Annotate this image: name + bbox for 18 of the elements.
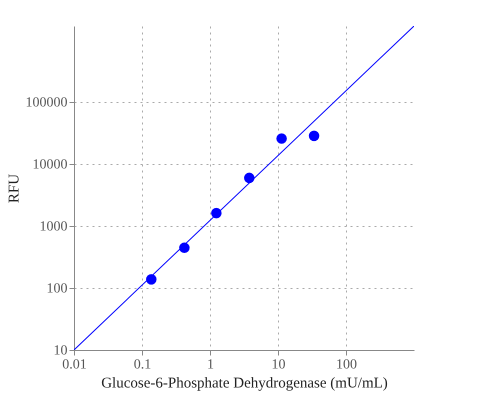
point — [179, 242, 190, 254]
point — [244, 172, 255, 184]
y-tick-label: 1000 — [40, 220, 68, 235]
y-tick-label: 10000 — [32, 158, 68, 173]
x-tick-label: 100 — [336, 358, 357, 372]
point — [308, 130, 320, 142]
y-tick-label: 100 — [46, 282, 68, 297]
y-tick-label: 100000 — [26, 96, 68, 111]
point — [276, 133, 287, 144]
y-tick-label: 10 — [54, 344, 68, 358]
point — [146, 274, 157, 285]
x-tick-label: 10 — [272, 358, 286, 372]
x-tick-label: 1 — [207, 358, 214, 372]
point — [211, 208, 222, 218]
x-tick-label: 0.1 — [134, 358, 152, 372]
y-axis-title: RFU — [6, 174, 22, 204]
x-axis-title: Glucose-6-Phosphate Dehydrogenase (mU/mL) — [101, 376, 388, 392]
x-tick-label: 0.01 — [62, 358, 87, 372]
